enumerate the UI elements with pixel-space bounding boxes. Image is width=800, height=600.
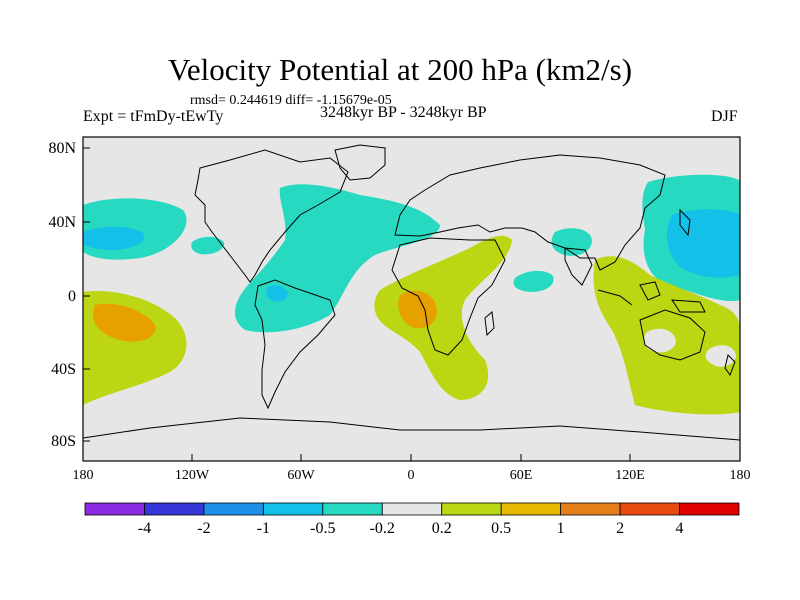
experiment-label: Expt = tFmDy-tEwTy [83,108,224,125]
colorbar-swatch [560,502,621,516]
lon-label-60w: 60W [287,468,315,483]
colorbar-swatch [322,502,383,516]
field-baja-negative [191,236,225,255]
colorbar-label: -4 [137,520,152,537]
lon-label-180e: 180 [729,468,751,483]
lat-label-40s: 40S [51,361,76,378]
lon-label-0: 0 [407,468,415,483]
colorbar-label: 1 [556,520,565,537]
lon-label-120w: 120W [174,468,210,483]
coast-north-america [194,149,349,283]
stats-label: rmsd= 0.244619 diff= -1.15679e-05 [190,93,392,108]
lat-label-40n: 40N [48,214,76,231]
colorbar-swatch [679,502,740,516]
colorbar-swatch [441,502,502,516]
colorbar-label: 0.2 [431,520,452,537]
field-north-pacific-core [83,226,145,250]
colorbar-label: 2 [616,520,625,537]
axis-ticks [83,147,631,461]
coast-japan [679,208,691,237]
lon-label-60e: 60E [509,468,533,483]
coast-india [564,247,593,286]
coast-south-america [254,279,336,410]
lon-label-180w: 180 [72,468,94,483]
coast-australia [639,309,706,361]
colorbar-swatch [381,502,443,516]
lat-label-0: 0 [68,288,76,305]
coast-sumatra [597,289,633,306]
colorbar-label: 4 [675,520,684,537]
coast-africa [391,237,506,356]
shaded-fields [83,174,740,415]
colorbar-swatch [262,502,324,516]
coast-borneo [639,281,661,301]
field-amazon-core [265,285,288,302]
lon-label-120e: 120E [615,468,645,483]
coast-new-guinea [671,299,706,313]
colorbar-swatch [500,502,562,516]
colorbar-swatch [203,502,264,516]
coast-greenland [334,144,386,181]
field-arabian-sea-negative [551,228,592,256]
coast-madagascar [484,311,495,337]
field-west-africa-negative [513,270,554,292]
season-label: DJF [711,108,738,125]
field-hole-australia [643,328,676,353]
colorbar-swatch [619,502,680,516]
field-south-pacific-core [92,303,156,342]
coast-eurasia [394,154,666,271]
colorbar-label: -2 [197,520,211,537]
period-label: 3248kyr BP - 3248kyr BP [320,104,487,121]
chart-title: Velocity Potential at 200 hPa (km2/s) [167,52,633,87]
colorbar-label: -1 [256,520,271,537]
colorbar-label: -0.2 [369,520,395,537]
coast-new-zealand [724,354,736,377]
colorbar-swatch [84,502,145,516]
field-africa-core [398,290,437,329]
colorbar-swatch [144,502,205,516]
colorbar [84,502,740,516]
colorbar-label: -0.5 [310,520,336,537]
coast-antarctica [82,417,741,441]
lat-label-80n: 80N [48,140,76,157]
colorbar-label: 0.5 [491,520,512,537]
lat-label-80s: 80S [51,433,76,450]
field-west-pacific-core [667,209,740,278]
field-africa-positive [374,235,512,400]
coastlines [82,144,741,441]
field-hole-tasman [705,345,736,367]
